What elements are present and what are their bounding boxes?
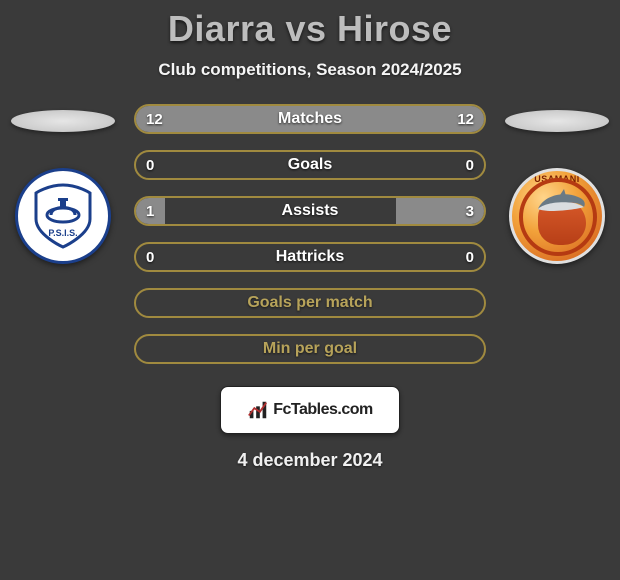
left-player-column: P.S.I.S. [8, 104, 118, 264]
subtitle: Club competitions, Season 2024/2025 [0, 60, 620, 80]
stat-label: Assists [136, 198, 484, 224]
stat-label: Goals per match [136, 290, 484, 316]
stat-label: Hattricks [136, 244, 484, 270]
stat-row: Goals per match [134, 288, 486, 318]
stat-row: 13Assists [134, 196, 486, 226]
right-club-badge: USAMANI [509, 168, 605, 264]
page-title: Diarra vs Hirose [0, 8, 620, 50]
watermark-text: FcTables.com [273, 401, 373, 419]
stat-label: Min per goal [136, 336, 484, 362]
right-player-column: USAMANI [502, 104, 612, 264]
left-club-badge: P.S.I.S. [15, 168, 111, 264]
date-text: 4 december 2024 [0, 450, 620, 471]
stat-row: 1212Matches [134, 104, 486, 134]
psis-badge-icon: P.S.I.S. [28, 181, 98, 251]
watermark: FcTables.com [220, 386, 400, 434]
comparison-content: P.S.I.S. 1212Matches 00Goals 13Assists 00Ha… [0, 104, 620, 380]
svg-text:P.S.I.S.: P.S.I.S. [48, 228, 77, 238]
stat-row: 00Goals [134, 150, 486, 180]
stat-label: Goals [136, 152, 484, 178]
stats-bars: 1212Matches 00Goals 13Assists 00Hattricks Go… [134, 104, 486, 380]
stat-label: Matches [136, 106, 484, 132]
stat-row: Min per goal [134, 334, 486, 364]
dolphin-icon [534, 187, 588, 219]
stat-row: 00Hattricks [134, 242, 486, 272]
chart-icon [247, 399, 269, 421]
right-player-placeholder [505, 110, 609, 132]
left-player-placeholder [11, 110, 115, 132]
